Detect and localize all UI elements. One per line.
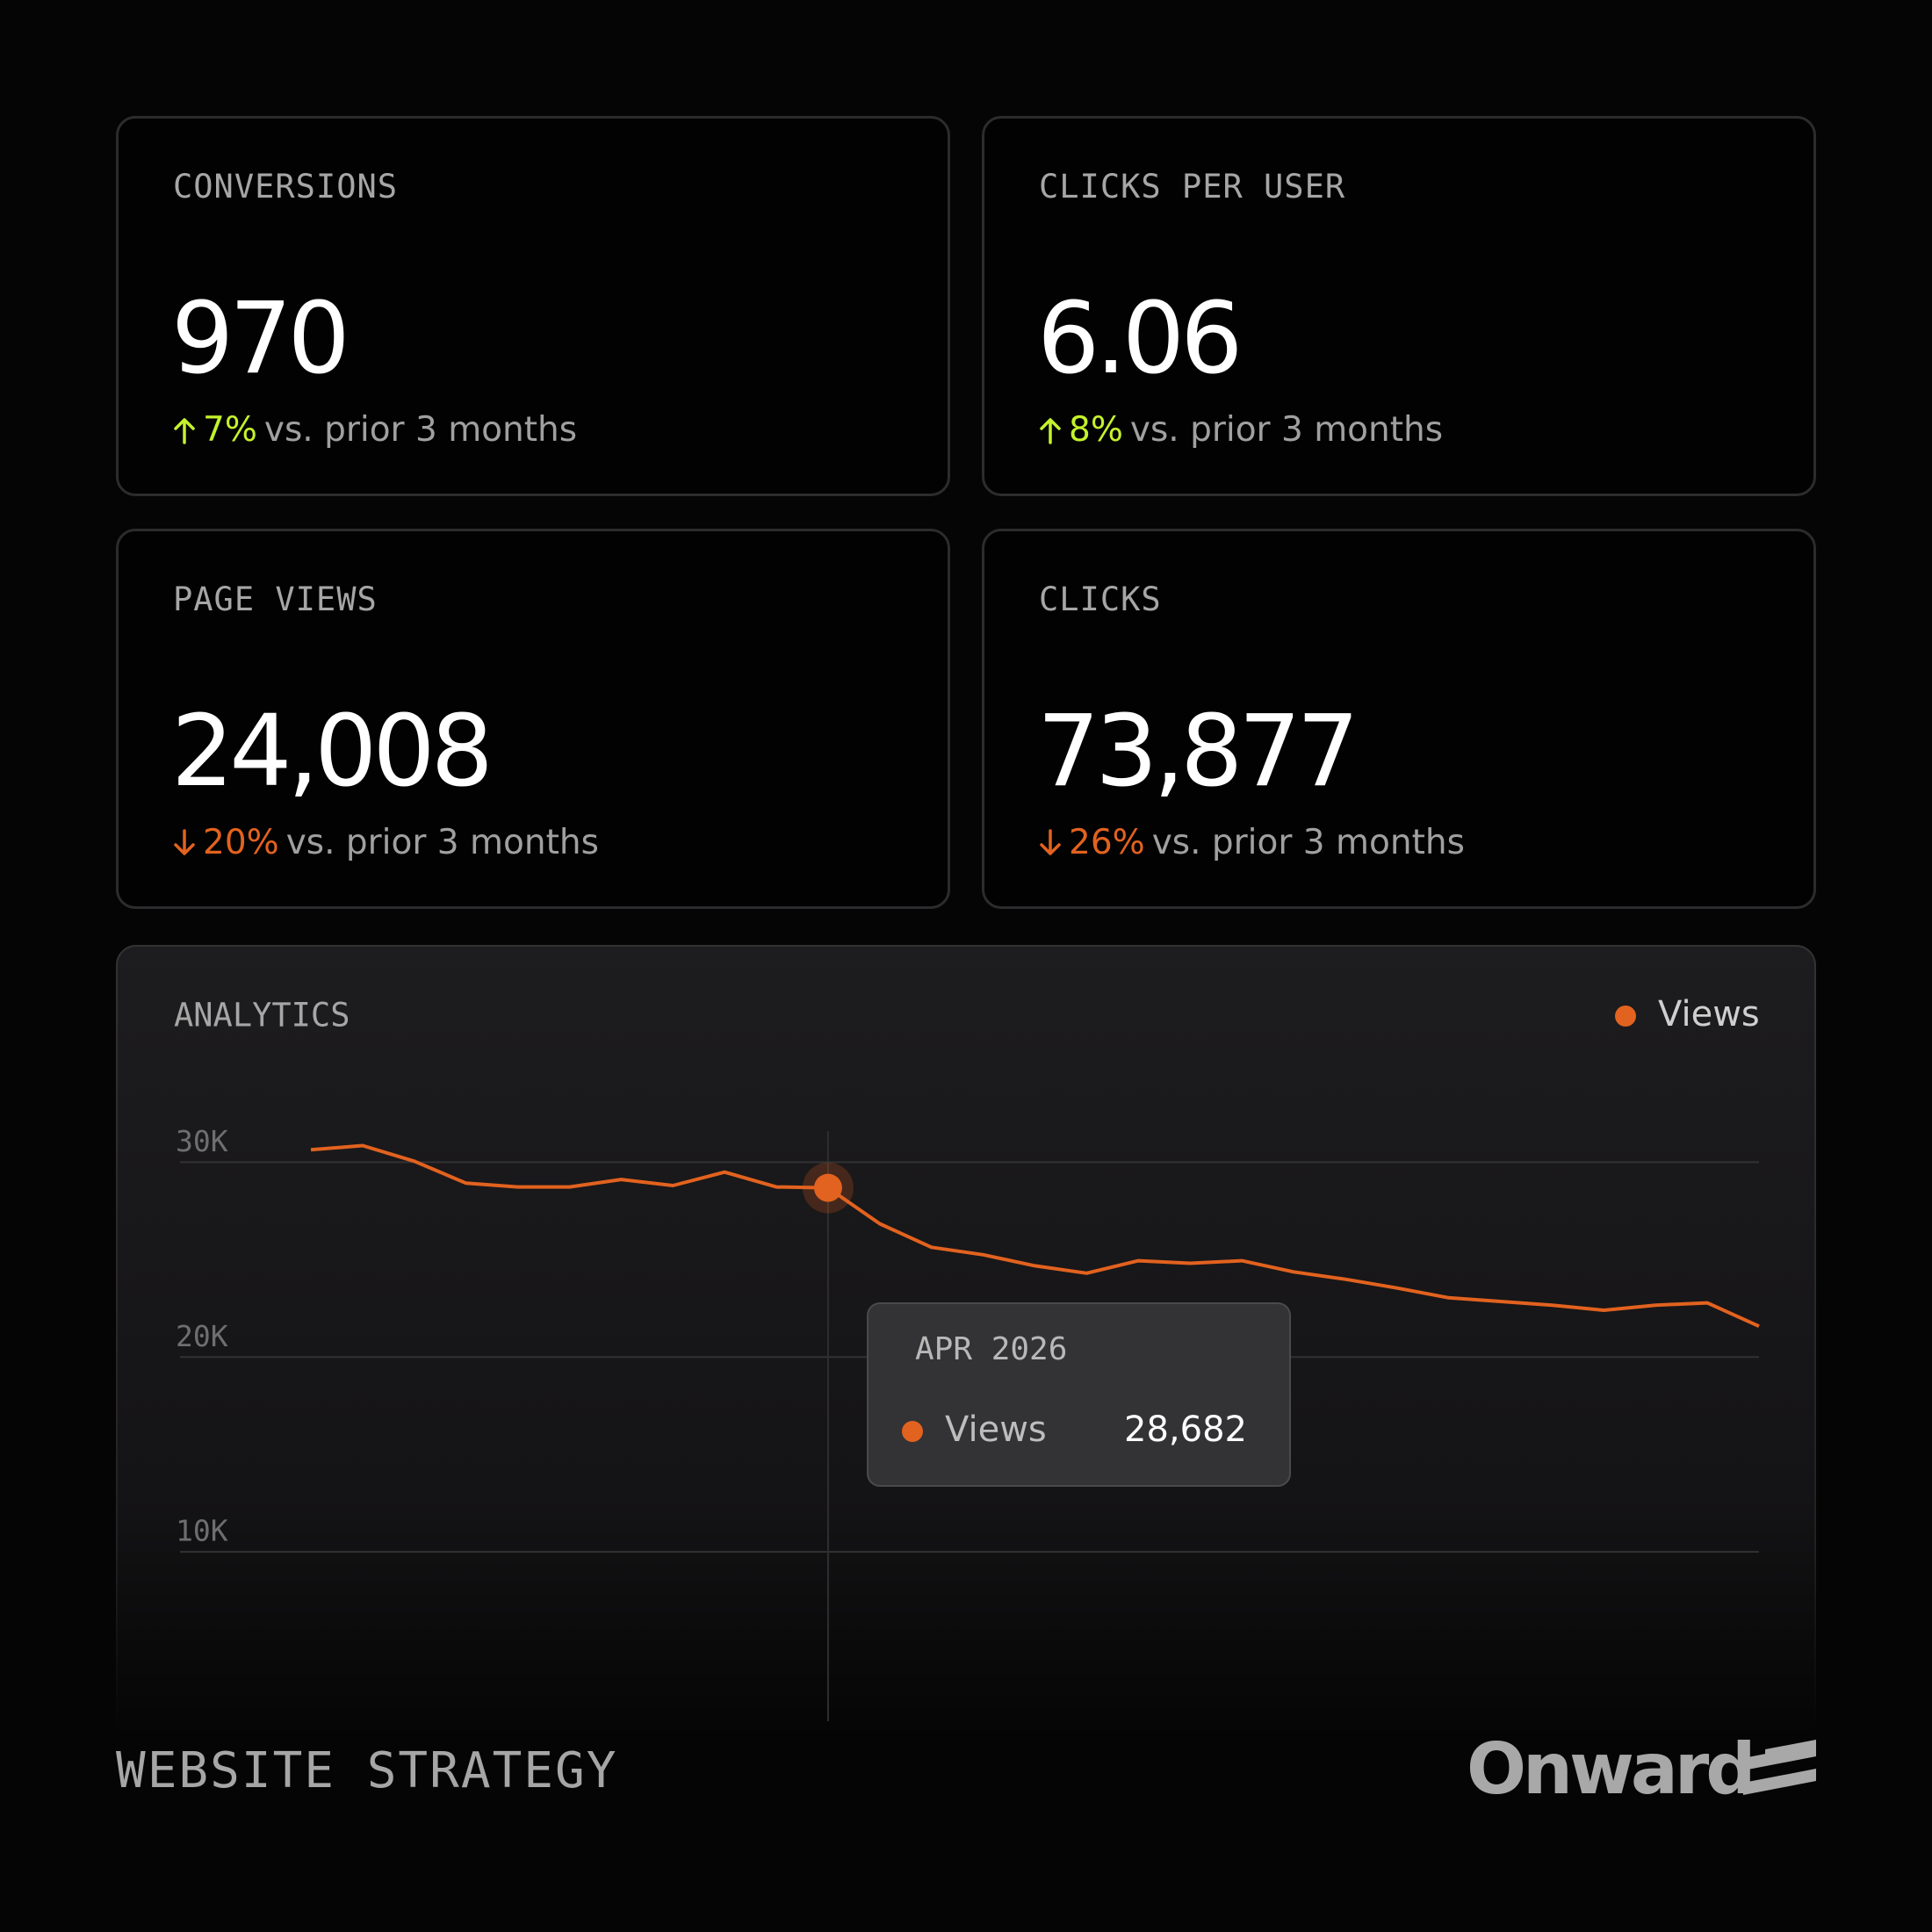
metric-card: CONVERSIONS 970 7% vs. prior 3 months (116, 116, 950, 496)
change-percent: 26% (1069, 823, 1145, 862)
metric-value: 24,008 (171, 695, 494, 809)
metric-value: 970 (171, 282, 350, 396)
y-tick-label: 30K (176, 1124, 228, 1158)
metric-label: PAGE VIEWS (173, 580, 378, 618)
metric-label: CLICKS (1039, 580, 1162, 618)
metric-value: 73,877 (1037, 695, 1359, 809)
tooltip-box (867, 1302, 1291, 1487)
change-comparison: vs. prior 3 months (263, 410, 578, 450)
tooltip-series: Views (945, 1409, 1047, 1450)
metric-change: 20% vs. prior 3 months (173, 823, 599, 862)
metric-card: CLICKS 73,877 26% vs. prior 3 months (982, 529, 1816, 909)
brand: Onward (1467, 1728, 1753, 1810)
trend-arrow (174, 417, 195, 444)
metric-label: CONVERSIONS (173, 168, 399, 205)
trend-arrow (1040, 417, 1061, 444)
legend-label: Views (1658, 994, 1760, 1034)
y-tick-label: 20K (176, 1319, 228, 1353)
change-percent: 20% (203, 823, 279, 862)
change-comparison: vs. prior 3 months (1151, 823, 1465, 862)
tooltip-title: APR 2026 (915, 1331, 1067, 1367)
metric-change: 8% vs. prior 3 months (1039, 410, 1443, 450)
y-tick-label: 10K (176, 1514, 228, 1548)
change-percent: 8% (1069, 410, 1123, 450)
highlight-point (813, 1173, 842, 1202)
metric-card: CLICKS PER USER 6.06 8% vs. prior 3 months (982, 116, 1816, 496)
metric-value: 6.06 (1037, 282, 1243, 396)
trend-arrow (174, 828, 195, 855)
brand-icon (1743, 1740, 1816, 1795)
change-percent: 7% (203, 410, 257, 450)
chart-title: ANALYTICS (174, 997, 350, 1034)
series-line (310, 1143, 1760, 1329)
metric-change: 7% vs. prior 3 months (173, 410, 577, 450)
change-comparison: vs. prior 3 months (1129, 410, 1444, 450)
metric-change: 26% vs. prior 3 months (1039, 823, 1465, 862)
metric-card: PAGE VIEWS 24,008 20% vs. prior 3 months (116, 529, 950, 909)
metric-label: CLICKS PER USER (1039, 168, 1346, 205)
legend-marker (1615, 1006, 1636, 1027)
tooltip-marker (902, 1421, 923, 1442)
change-comparison: vs. prior 3 months (285, 823, 599, 862)
tooltip-value: 28,682 (1124, 1409, 1247, 1450)
footer-title: WEBSITE STRATEGY (116, 1742, 617, 1799)
trend-arrow (1040, 828, 1061, 855)
tooltip: APR 2026 Views 28,682 (867, 1302, 1291, 1487)
